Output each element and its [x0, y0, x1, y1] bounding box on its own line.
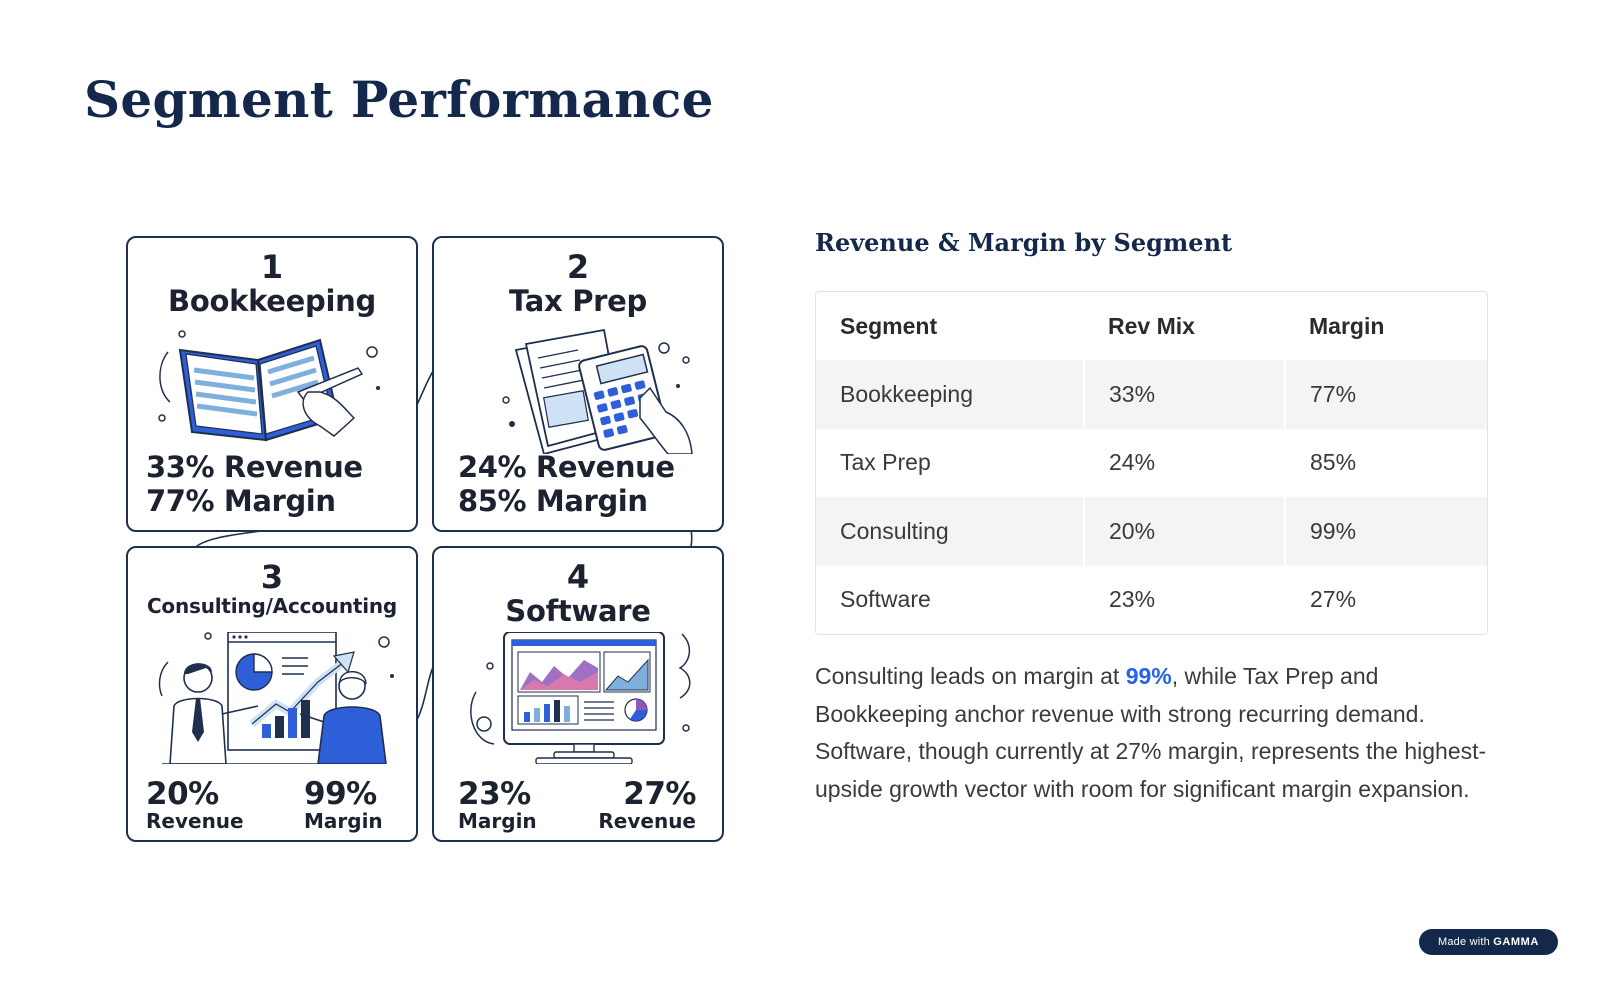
table-title: Revenue & Margin by Segment	[815, 228, 1233, 257]
column-header-segment: Segment	[816, 292, 1084, 360]
rev-mix-cell: 33%	[1083, 360, 1285, 429]
margin-cell: 77%	[1284, 360, 1487, 429]
card-title: Tax Prep	[509, 284, 647, 318]
summary-paragraph: Consulting leads on margin at 99%, while…	[815, 658, 1495, 808]
summary-text-rest: , while Tax Prep and Bookkeeping anchor …	[815, 663, 1487, 802]
card-title: Consulting/Accounting	[146, 594, 398, 618]
stat-value: 20%	[146, 776, 219, 812]
gamma-logo: GAMMA	[1493, 936, 1539, 948]
segment-table: Segment Rev Mix Margin Bookkeeping 33% 7…	[815, 291, 1488, 635]
segment-infographic: 1 Bookkeeping 33% Rev	[112, 224, 742, 874]
margin-cell: 27%	[1284, 565, 1487, 634]
revenue-stat: 33% Revenue	[146, 450, 363, 484]
segment-cell: Software	[816, 565, 1084, 634]
margin-stat: 77% Margin	[146, 484, 336, 518]
card-title: Bookkeeping	[168, 284, 376, 318]
segment-card-software: 4 Software 23%	[432, 546, 724, 842]
stat-value: 99%	[304, 776, 377, 812]
rev-mix-cell: 20%	[1083, 497, 1285, 566]
segment-cell: Tax Prep	[816, 428, 1084, 497]
made-with-gamma-badge[interactable]: Made with GAMMA	[1419, 929, 1558, 955]
segment-card-bookkeeping: 1 Bookkeeping 33% Rev	[126, 236, 418, 532]
segment-cell: Bookkeeping	[816, 360, 1084, 429]
segment-cell: Consulting	[816, 497, 1084, 566]
margin-cell: 99%	[1284, 497, 1487, 566]
page-title: Segment Performance	[84, 70, 714, 129]
revenue-stat: 24% Revenue	[458, 450, 675, 484]
card-number: 1	[260, 248, 284, 286]
bookkeeping-stats: 33% Revenue 77% Margin	[146, 450, 363, 518]
stat-label: Margin	[458, 809, 537, 833]
badge-prefix: Made with	[1438, 936, 1490, 948]
software-revenue-stat: 27% Revenue	[596, 778, 696, 832]
software-monitor-icon	[470, 632, 691, 764]
stat-value: 27%	[623, 776, 696, 812]
column-header-rev-mix: Rev Mix	[1084, 292, 1285, 360]
card-title: Software	[505, 594, 651, 628]
card-number: 4	[566, 558, 590, 596]
margin-cell: 85%	[1284, 428, 1487, 497]
tax-calculator-icon	[502, 328, 693, 454]
consultants-chart-icon	[158, 632, 394, 764]
consulting-margin-stat: 99% Margin	[304, 778, 383, 832]
summary-text-lead: Consulting leads on margin at	[815, 663, 1126, 689]
consulting-revenue-stat: 20% Revenue	[146, 778, 244, 832]
stat-label: Revenue	[598, 809, 696, 833]
table-row: Consulting 20% 99%	[816, 497, 1487, 566]
table-row: Software 23% 27%	[816, 565, 1487, 634]
table-header-row: Segment Rev Mix Margin	[816, 292, 1487, 360]
software-margin-stat: 23% Margin	[458, 778, 537, 832]
stat-value: 23%	[458, 776, 531, 812]
summary-highlight: 99%	[1125, 663, 1172, 689]
rev-mix-cell: 23%	[1083, 565, 1285, 634]
tax-prep-stats: 24% Revenue 85% Margin	[458, 450, 675, 518]
card-number: 2	[566, 248, 590, 286]
stat-label: Revenue	[146, 809, 244, 833]
ledger-book-icon	[158, 330, 380, 442]
card-number: 3	[260, 558, 284, 596]
table-row: Tax Prep 24% 85%	[816, 428, 1487, 497]
segment-card-tax-prep: 2 Tax Prep	[432, 236, 724, 532]
margin-stat: 85% Margin	[458, 484, 648, 518]
rev-mix-cell: 24%	[1083, 428, 1285, 497]
segment-card-consulting: 3 Consulting/Accounting	[126, 546, 418, 842]
table-row: Bookkeeping 33% 77%	[816, 360, 1487, 429]
stat-label: Margin	[304, 809, 383, 833]
column-header-margin: Margin	[1285, 292, 1487, 360]
